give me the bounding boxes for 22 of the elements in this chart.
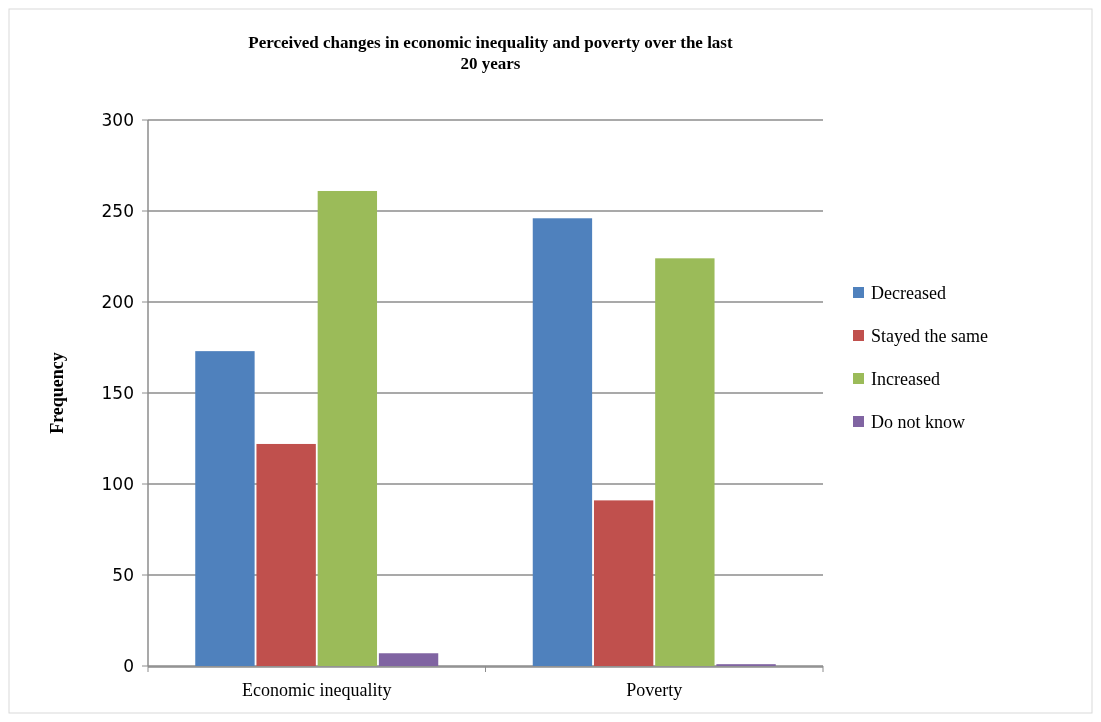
bar	[317, 190, 378, 666]
x-tick-label: Poverty	[626, 680, 683, 700]
y-tick-label: 300	[101, 109, 134, 130]
legend-label: Increased	[871, 369, 940, 390]
y-axis-title: Frequency	[47, 352, 67, 434]
legend-label: Stayed the same	[871, 326, 988, 347]
chart-title: Perceived changes in economic inequality and poverty over the last 20 years	[248, 33, 733, 73]
bar	[532, 218, 593, 666]
y-tick-label: 100	[101, 473, 134, 494]
x-tick-label: Economic inequality	[242, 680, 392, 700]
bar	[593, 500, 654, 666]
y-tick-label: 50	[112, 564, 134, 585]
y-tick-label: 150	[101, 382, 134, 403]
y-tick-label: 0	[123, 655, 134, 676]
bar	[378, 653, 439, 666]
bar	[655, 258, 715, 666]
y-tick-label: 250	[101, 200, 134, 221]
legend-label: Decreased	[871, 283, 946, 304]
legend-label: Do not know	[871, 412, 965, 433]
bar	[195, 351, 255, 666]
y-tick-label: 200	[101, 291, 134, 312]
bar	[256, 443, 316, 666]
